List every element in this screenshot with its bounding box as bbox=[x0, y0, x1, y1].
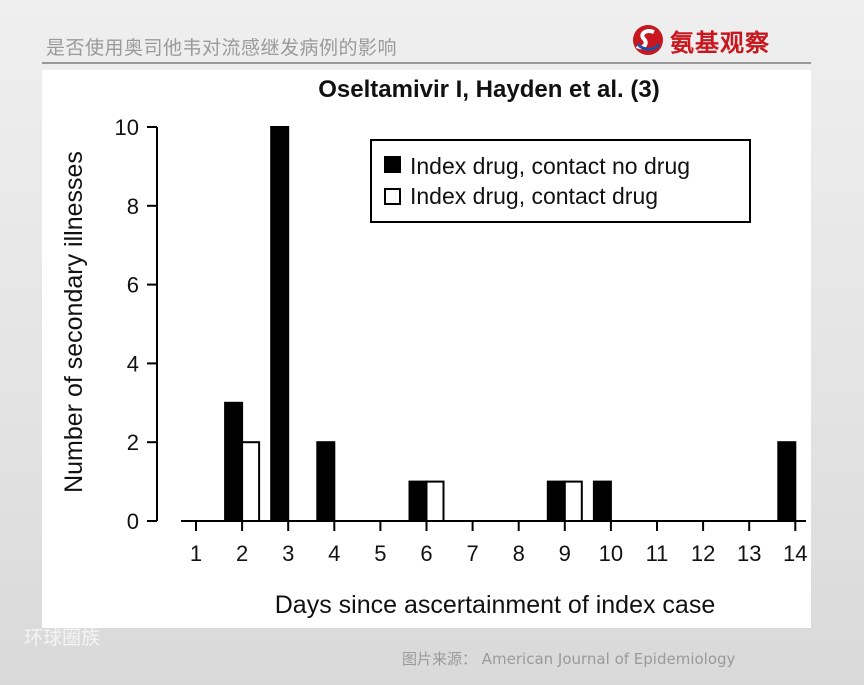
x-tick-label: 12 bbox=[691, 541, 715, 566]
chart-legend: Index drug, contact no drug Index drug, … bbox=[370, 139, 751, 223]
bar-contact-drug bbox=[241, 441, 261, 523]
bar-contact-no-drug bbox=[316, 441, 336, 523]
chart-title: Oseltamivir I, Hayden et al. (3) bbox=[318, 76, 659, 103]
bar-contact-drug bbox=[563, 480, 583, 523]
x-tick-label: 5 bbox=[374, 541, 386, 566]
x-tick-label: 9 bbox=[559, 541, 571, 566]
x-tick-label: 14 bbox=[783, 541, 807, 566]
chart-panel: Oseltamivir I, Hayden et al. (3) Number … bbox=[42, 70, 811, 628]
x-tick-label: 10 bbox=[599, 541, 623, 566]
y-tick-label: 0 bbox=[127, 509, 139, 534]
image-source-credit: 图片来源： American Journal of Epidemiology bbox=[402, 650, 736, 668]
bar-contact-no-drug bbox=[270, 126, 290, 522]
brand-s-icon bbox=[633, 25, 663, 55]
brand-name: 氨基观察 bbox=[670, 28, 770, 57]
y-tick-label: 6 bbox=[127, 273, 139, 298]
y-tick-label: 2 bbox=[127, 430, 139, 455]
legend-label-contact-drug: Index drug, contact drug bbox=[410, 183, 658, 209]
bar-contact-no-drug bbox=[224, 401, 244, 522]
x-tick-label: 4 bbox=[328, 541, 340, 566]
y-tick-label: 4 bbox=[127, 351, 139, 376]
y-tick-label: 10 bbox=[115, 115, 139, 140]
bar-contact-drug bbox=[425, 480, 445, 523]
y-axis-label: Number of secondary illnesses bbox=[60, 151, 88, 493]
x-tick-label: 13 bbox=[737, 541, 761, 566]
y-tick-label: 8 bbox=[127, 194, 139, 219]
legend-swatch-open bbox=[384, 188, 401, 205]
legend-label-contact-no-drug: Index drug, contact no drug bbox=[410, 153, 690, 179]
brand-logo: 氨基观察 bbox=[632, 24, 770, 57]
bar-contact-no-drug bbox=[777, 441, 797, 523]
legend-box bbox=[370, 139, 751, 223]
x-tick-label: 7 bbox=[466, 541, 478, 566]
legend-swatch-filled bbox=[384, 156, 401, 173]
x-axis-label: Days since ascertainment of index case bbox=[275, 591, 716, 619]
x-tick-label: 1 bbox=[190, 541, 202, 566]
x-tick-label: 6 bbox=[420, 541, 432, 566]
bar-contact-no-drug bbox=[546, 480, 566, 523]
bar-chart: Oseltamivir I, Hayden et al. (3) Number … bbox=[60, 76, 808, 619]
x-tick-label: 11 bbox=[646, 541, 669, 566]
chart-bars bbox=[224, 126, 797, 523]
bar-contact-no-drug bbox=[408, 480, 428, 523]
x-tick-label: 2 bbox=[236, 541, 248, 566]
page-caption: 是否使用奥司他韦对流感继发病例的影响 bbox=[46, 37, 398, 59]
x-tick-label: 8 bbox=[513, 541, 525, 566]
watermark-text: 环球圈族 bbox=[24, 627, 101, 649]
x-tick-label: 3 bbox=[282, 541, 294, 566]
header-divider bbox=[42, 62, 811, 64]
bar-contact-no-drug bbox=[592, 480, 612, 523]
